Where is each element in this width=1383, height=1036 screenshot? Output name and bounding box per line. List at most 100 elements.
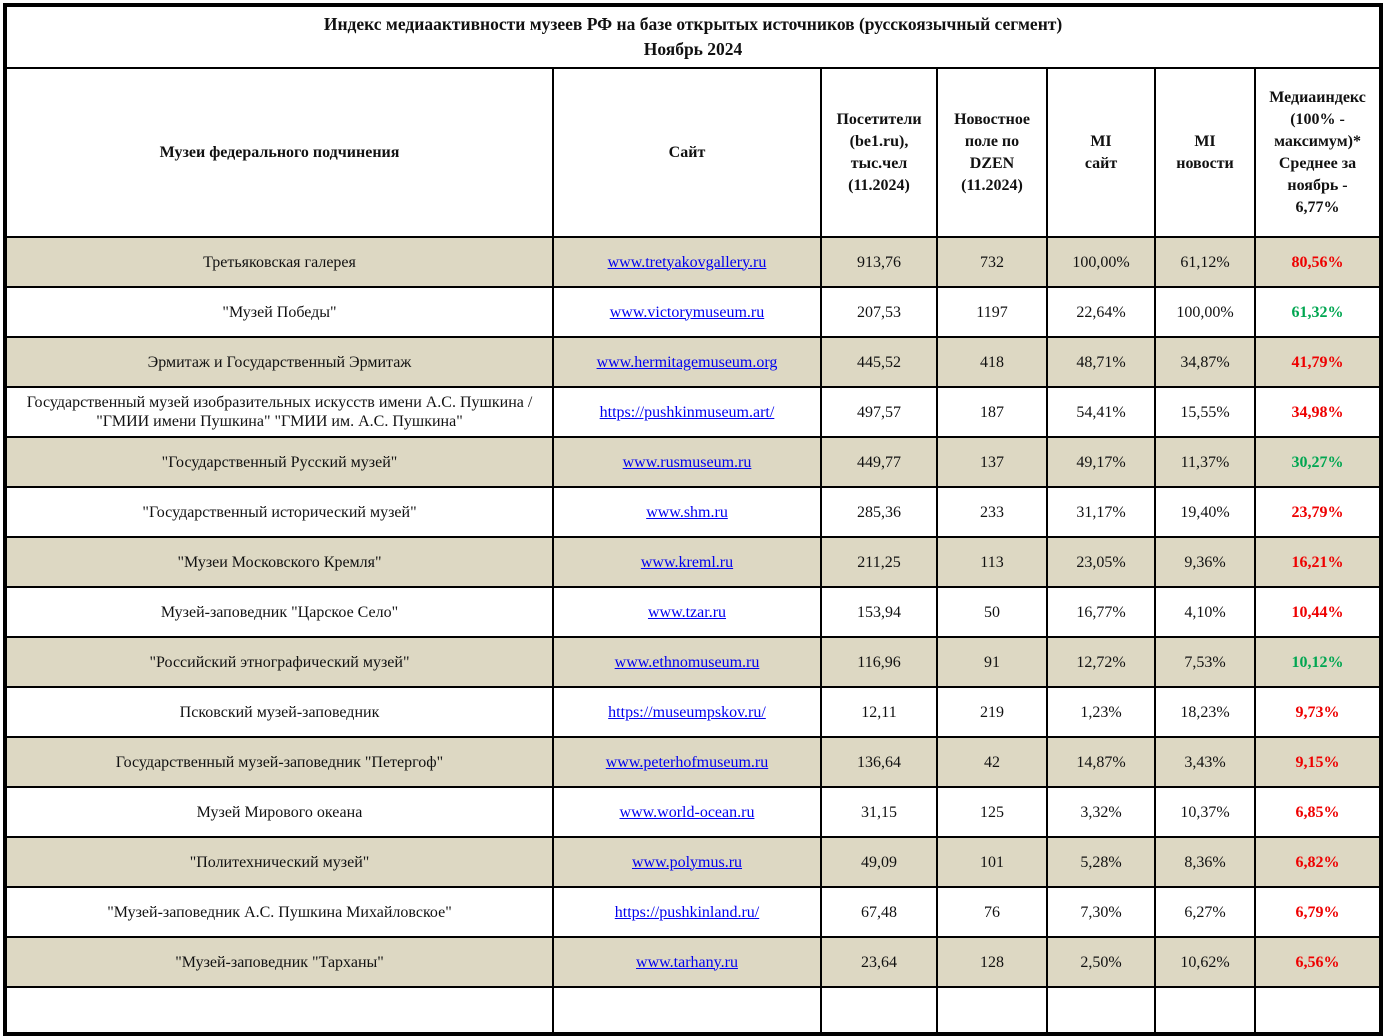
dzen-value: 113	[936, 536, 1048, 588]
mi-site-value: 49,17%	[1046, 436, 1156, 488]
table-row: Псковский музей-заповедник https://museu…	[4, 686, 1383, 738]
site-link[interactable]: www.peterhofmuseum.ru	[605, 753, 769, 771]
table-row: Музей Мирового океана www.world-ocean.ru…	[4, 786, 1383, 838]
mi-site-value: 3,32%	[1046, 786, 1156, 838]
dzen-value: 101	[936, 836, 1048, 888]
table-row: Третьяковская галерея www.tretyakovgalle…	[4, 236, 1383, 288]
mi-news-value: 7,53%	[1154, 636, 1256, 688]
dzen-value	[936, 986, 1048, 1035]
table-row: Государственный музей изобразительных ис…	[4, 386, 1383, 438]
mi-news-value: 34,87%	[1154, 336, 1256, 388]
mi-news-value: 11,37%	[1154, 436, 1256, 488]
media-index-value	[1253, 986, 1383, 1035]
mi-news-value: 10,37%	[1154, 786, 1256, 838]
table-row: "Музей-заповедник А.С. Пушкина Михайловс…	[4, 886, 1383, 938]
museum-name: "Музей-заповедник "Тарханы"	[4, 936, 554, 988]
media-index-value: 9,15%	[1253, 736, 1383, 788]
column-header-visitors: Посетители (be1.ru), тыс.чел (11.2024)	[820, 67, 938, 238]
museum-name: Эрмитаж и Государственный Эрмитаж	[4, 336, 554, 388]
site-link[interactable]: www.tretyakovgallery.ru	[607, 253, 767, 271]
mi-site-value: 22,64%	[1046, 286, 1156, 338]
table-row: "Музеи Московского Кремля" www.kreml.ru …	[4, 536, 1383, 588]
media-index-value: 10,44%	[1253, 586, 1383, 638]
visitors-value: 449,77	[820, 436, 938, 488]
mi-news-value: 15,55%	[1154, 386, 1256, 438]
dzen-value: 187	[936, 386, 1048, 438]
visitors-value: 116,96	[820, 636, 938, 688]
table-row: "Музей-заповедник "Тарханы" www.tarhany.…	[4, 936, 1383, 988]
museum-name: Третьяковская галерея	[4, 236, 554, 288]
museum-name: "Российский этнографический музей"	[4, 636, 554, 688]
visitors-value: 211,25	[820, 536, 938, 588]
museum-name: Государственный музей изобразительных ис…	[4, 386, 554, 438]
media-index-value: 6,82%	[1253, 836, 1383, 888]
museum-name: Музей-заповедник "Царское Село"	[4, 586, 554, 638]
visitors-value: 153,94	[820, 586, 938, 638]
museum-name: Государственный музей-заповедник "Петерг…	[4, 736, 554, 788]
dzen-value: 219	[936, 686, 1048, 738]
dzen-value: 76	[936, 886, 1048, 938]
mi-site-value: 5,28%	[1046, 836, 1156, 888]
table-row: Эрмитаж и Государственный Эрмитаж www.he…	[4, 336, 1383, 388]
table-row: "Российский этнографический музей" www.e…	[4, 636, 1383, 688]
table-row: Музей-заповедник "Царское Село" www.tzar…	[4, 586, 1383, 638]
site-link[interactable]: www.tarhany.ru	[636, 953, 738, 971]
column-header-mi-news: MI новости	[1154, 67, 1256, 238]
dzen-value: 418	[936, 336, 1048, 388]
visitors-value: 31,15	[820, 786, 938, 838]
media-index-value: 6,85%	[1253, 786, 1383, 838]
mi-news-value: 8,36%	[1154, 836, 1256, 888]
dzen-value: 233	[936, 486, 1048, 538]
museum-name: "Государственный исторический музей"	[4, 486, 554, 538]
media-activity-index-table: Индекс медиаактивности музеев РФ на базе…	[3, 3, 1383, 1036]
table-title-row: Индекс медиаактивности музеев РФ на базе…	[3, 4, 1383, 69]
visitors-value: 285,36	[820, 486, 938, 538]
visitors-value: 207,53	[820, 286, 938, 338]
column-header-site: Сайт	[552, 67, 822, 238]
site-link[interactable]: www.world-ocean.ru	[619, 803, 755, 821]
site-link[interactable]: www.kreml.ru	[640, 553, 734, 571]
visitors-value: 445,52	[820, 336, 938, 388]
table-row: Государственный музей-заповедник "Петерг…	[4, 736, 1383, 788]
table-row: "Государственный исторический музей" www…	[4, 486, 1383, 538]
site-link[interactable]: www.tzar.ru	[647, 603, 727, 621]
dzen-value: 732	[936, 236, 1048, 288]
table-title: Индекс медиаактивности музеев РФ на базе…	[3, 4, 1383, 69]
site-link[interactable]: www.victorymuseum.ru	[609, 303, 765, 321]
media-index-value: 9,73%	[1253, 686, 1383, 738]
mi-site-value: 48,71%	[1046, 336, 1156, 388]
table-header-row: Музеи федерального подчинения Сайт Посет…	[4, 67, 1383, 238]
mi-news-value: 9,36%	[1154, 536, 1256, 588]
site-link[interactable]: https://pushkinmuseum.art/	[599, 403, 775, 421]
column-header-mi-site: MI сайт	[1046, 67, 1156, 238]
visitors-value: 49,09	[820, 836, 938, 888]
site-link[interactable]: www.rusmuseum.ru	[622, 453, 752, 471]
media-index-value: 61,32%	[1253, 286, 1383, 338]
mi-news-value	[1154, 986, 1256, 1035]
dzen-value: 91	[936, 636, 1048, 688]
dzen-value: 42	[936, 736, 1048, 788]
media-index-value: 41,79%	[1253, 336, 1383, 388]
column-header-dzen: Новостное поле по DZEN (11.2024)	[936, 67, 1048, 238]
mi-site-value	[1046, 986, 1156, 1035]
site-link[interactable]: www.hermitagemuseum.org	[596, 353, 778, 371]
site-link[interactable]: https://museumpskov.ru/	[608, 703, 766, 721]
visitors-value: 67,48	[820, 886, 938, 938]
site-link[interactable]: www.polymus.ru	[631, 853, 743, 871]
site-link[interactable]: www.ethnomuseum.ru	[614, 653, 760, 671]
dzen-value: 128	[936, 936, 1048, 988]
site-link[interactable]: www.shm.ru	[646, 503, 728, 521]
mi-news-value: 18,23%	[1154, 686, 1256, 738]
museum-name	[4, 986, 554, 1035]
site-link[interactable]: https://pushkinland.ru/	[614, 903, 760, 921]
dzen-value: 1197	[936, 286, 1048, 338]
column-header-museums: Музеи федерального подчинения	[4, 67, 554, 238]
mi-news-value: 61,12%	[1154, 236, 1256, 288]
mi-site-value: 54,41%	[1046, 386, 1156, 438]
museum-name: Псковский музей-заповедник	[4, 686, 554, 738]
media-activity-index-table-wrap: Индекс медиаактивности музеев РФ на базе…	[3, 3, 1383, 1036]
mi-site-value: 100,00%	[1046, 236, 1156, 288]
museum-name: "Политехнический музей"	[4, 836, 554, 888]
media-index-value: 80,56%	[1253, 236, 1383, 288]
table-title-line2: Ноябрь 2024	[643, 39, 743, 59]
